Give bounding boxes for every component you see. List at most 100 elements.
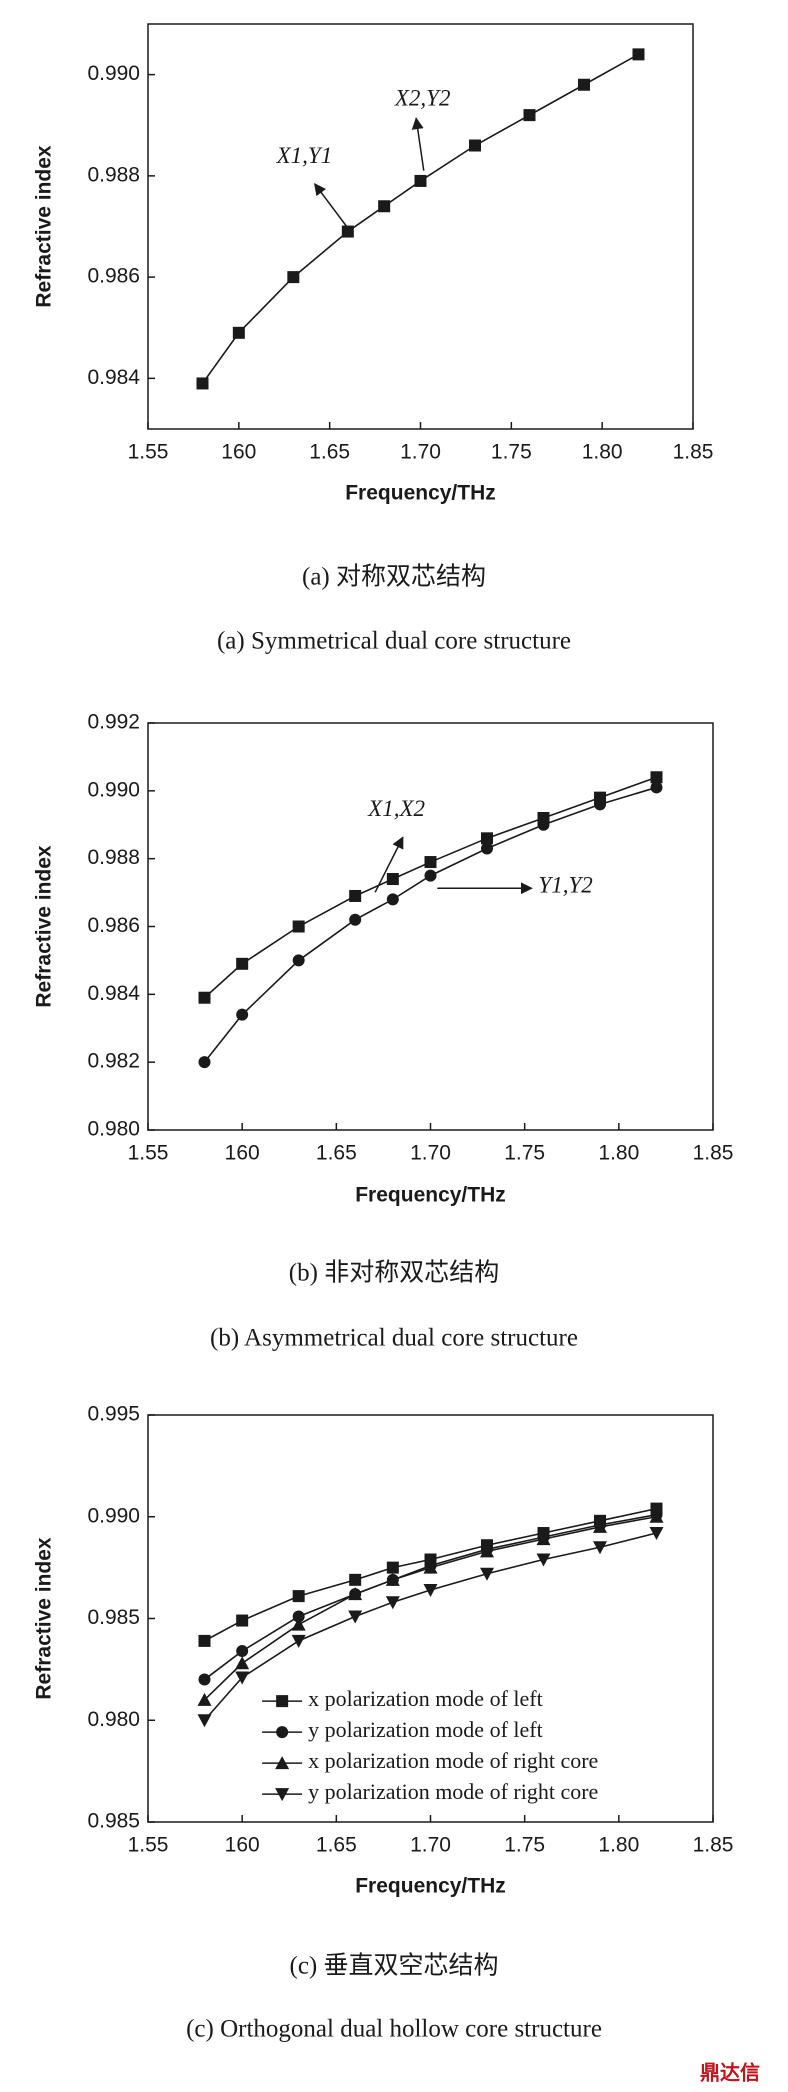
point — [232, 326, 245, 339]
point — [348, 1587, 363, 1601]
point — [386, 1561, 399, 1574]
caption: (b) Asymmetrical dual core structure — [210, 1325, 578, 1352]
point — [385, 1572, 400, 1586]
point — [349, 889, 362, 902]
point — [537, 818, 550, 831]
y-tick-label: 0.986 — [87, 265, 140, 288]
x-tick-label: 1.70 — [410, 1834, 451, 1857]
y-tick-label: 0.990 — [87, 62, 140, 85]
y-tick-label: 0.992 — [87, 711, 140, 734]
x-tick-label: 1.55 — [128, 441, 169, 464]
x-tick-label: 1.85 — [693, 1142, 734, 1165]
x-tick-label: 1.70 — [400, 441, 441, 464]
point — [386, 893, 399, 906]
caption: (c) 垂直双空芯结构 — [290, 1952, 499, 1980]
annotation-arrow — [314, 183, 350, 231]
y-axis-label: Refractive index — [33, 145, 56, 308]
y-tick-label: 0.984 — [87, 366, 140, 389]
point — [424, 869, 437, 882]
point — [593, 1519, 607, 1533]
point — [593, 1541, 607, 1555]
point — [348, 1610, 363, 1624]
y-tick-label: 0.990 — [87, 778, 140, 801]
y-tick-label: 0.995 — [87, 1403, 140, 1426]
x-tick-label: 1.70 — [410, 1142, 451, 1165]
point — [594, 798, 606, 811]
point — [291, 1617, 306, 1631]
annotation: X1,X2 — [367, 796, 425, 821]
y-tick-label: 0.984 — [87, 982, 140, 1005]
caption: (a) 对称双芯结构 — [302, 563, 486, 591]
point — [523, 109, 536, 122]
x-tick-label: 1.85 — [693, 1834, 734, 1857]
series-line — [204, 1507, 657, 1642]
x-tick-label: 1.75 — [491, 441, 532, 464]
point — [236, 1614, 249, 1627]
point — [341, 225, 354, 238]
point — [198, 1056, 211, 1069]
series-line — [203, 776, 657, 999]
caption: (b) 非对称双芯结构 — [289, 1259, 499, 1287]
x-tick-label: 1.75 — [504, 1834, 545, 1857]
x-tick-label: 160 — [225, 1834, 260, 1857]
point — [198, 1673, 211, 1686]
y-tick-label: 0.988 — [87, 846, 140, 869]
x-tick-label: 1.80 — [598, 1142, 639, 1165]
point — [378, 200, 391, 213]
series-line — [203, 1515, 657, 1701]
annotation: Y1,Y2 — [538, 872, 592, 897]
legend-label: y polarization mode of right core — [308, 1779, 598, 1804]
y-axis-label: Refractive index — [33, 1537, 56, 1700]
caption: (c) Orthogonal dual hollow core structur… — [186, 2016, 602, 2043]
point — [236, 1008, 249, 1021]
y-tick-label: 0.986 — [87, 914, 140, 937]
y-tick-label: 0.982 — [87, 1050, 140, 1073]
legend-label: x polarization mode of right core — [308, 1748, 598, 1773]
point — [536, 1553, 551, 1567]
y-tick-label: 0.985 — [87, 1606, 140, 1629]
point — [424, 856, 437, 869]
legend-label: y polarization mode of left — [308, 1717, 543, 1742]
annotation-arrow — [374, 836, 404, 893]
point — [385, 1596, 400, 1610]
point — [650, 781, 663, 794]
x-axis-label: Frequency/THz — [355, 1875, 506, 1898]
caption: (a) Symmetrical dual core structure — [217, 628, 571, 655]
x-tick-label: 1.80 — [582, 441, 623, 464]
point — [292, 954, 305, 967]
point — [196, 377, 209, 390]
point — [480, 1544, 494, 1558]
legend-label: x polarization mode of left — [308, 1686, 543, 1711]
point — [423, 1584, 438, 1598]
point — [469, 139, 481, 152]
point — [480, 1567, 494, 1581]
point — [414, 174, 427, 187]
point — [236, 957, 249, 970]
point — [481, 832, 493, 845]
point — [236, 1645, 249, 1658]
point — [423, 1560, 438, 1574]
x-tick-label: 1.65 — [316, 1142, 357, 1165]
x-tick-label: 160 — [221, 441, 256, 464]
plot-frame — [147, 722, 714, 1131]
point — [386, 873, 399, 886]
annotation: X2,Y2 — [394, 85, 451, 110]
legend-marker — [275, 1756, 290, 1770]
x-tick-label: 1.65 — [309, 441, 350, 464]
point — [292, 920, 305, 933]
point — [198, 991, 211, 1004]
legend-marker — [276, 1726, 289, 1739]
point — [649, 1527, 664, 1541]
x-axis-label: Frequency/THz — [345, 482, 496, 505]
legend-marker — [275, 1788, 290, 1802]
annotation: X1,Y1 — [276, 143, 333, 168]
y-tick-label: 0.985 — [87, 1810, 140, 1833]
point — [287, 271, 300, 284]
x-tick-label: 1.80 — [598, 1834, 639, 1857]
annotation-arrow — [411, 117, 425, 171]
x-tick-label: 1.55 — [128, 1142, 169, 1165]
point — [198, 1634, 211, 1647]
x-tick-label: 1.65 — [316, 1834, 357, 1857]
y-tick-label: 0.980 — [87, 1708, 140, 1731]
